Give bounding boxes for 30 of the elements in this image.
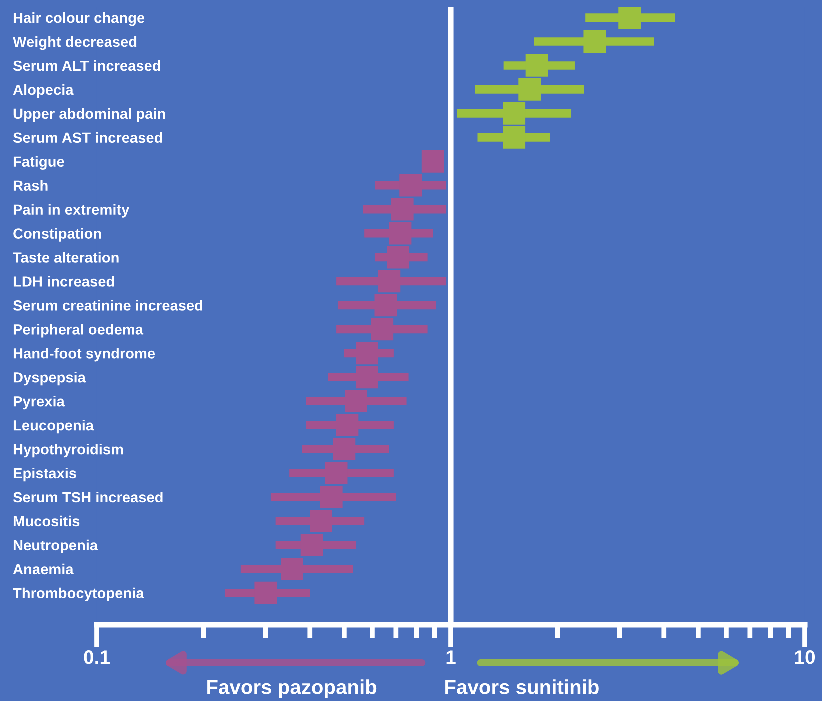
y-tick-label: Anaemia — [13, 564, 74, 575]
y-tick-label: Serum creatinine increased — [13, 300, 203, 311]
y-tick-label: Rash — [14, 180, 48, 192]
y-tick-label: LDH increased — [14, 276, 114, 287]
y-tick-label: Alopecia — [13, 84, 74, 98]
y-tick-label: Upper abdominal pain — [14, 108, 166, 122]
y-tick-label: Dyspepsia — [14, 372, 86, 386]
y-tick-label: Constipation — [14, 228, 102, 242]
y-tick-label: Serum AST increased — [13, 132, 162, 144]
text: Favors pazopanib — [208, 680, 377, 698]
y-tick-label: Peripheral oedema — [14, 324, 144, 338]
text: Favors sunitinib — [446, 680, 599, 694]
x-tick-label: 1 — [446, 650, 456, 664]
y-tick-label: Fatigue — [14, 156, 64, 170]
x-tick-label: 0.1 — [84, 650, 110, 664]
y-tick-label: Thrombocytopenia — [13, 588, 144, 602]
y-tick-label: Hair colour change — [14, 12, 145, 26]
y-tick-label: Pyrexia — [14, 396, 65, 410]
y-tick-label: Serum TSH increased — [13, 492, 163, 503]
y-tick-label: Pain in extremity — [14, 204, 130, 218]
y-tick-label: Epistaxis — [14, 468, 76, 482]
y-tick-label: Serum ALT increased — [13, 60, 160, 72]
y-tick-label: Neutropenia — [14, 540, 98, 554]
y-tick-label: Weight decreased — [13, 36, 137, 50]
y-tick-label: Mucositis — [14, 516, 80, 527]
y-tick-label: Taste alteration — [13, 252, 119, 263]
x-tick-label: 10 — [795, 650, 816, 664]
y-tick-label: Leucopenia — [14, 420, 94, 434]
y-tick-label: Hypothyroidism — [14, 444, 124, 458]
y-tick-label: Hand-foot syndrome — [14, 348, 156, 362]
